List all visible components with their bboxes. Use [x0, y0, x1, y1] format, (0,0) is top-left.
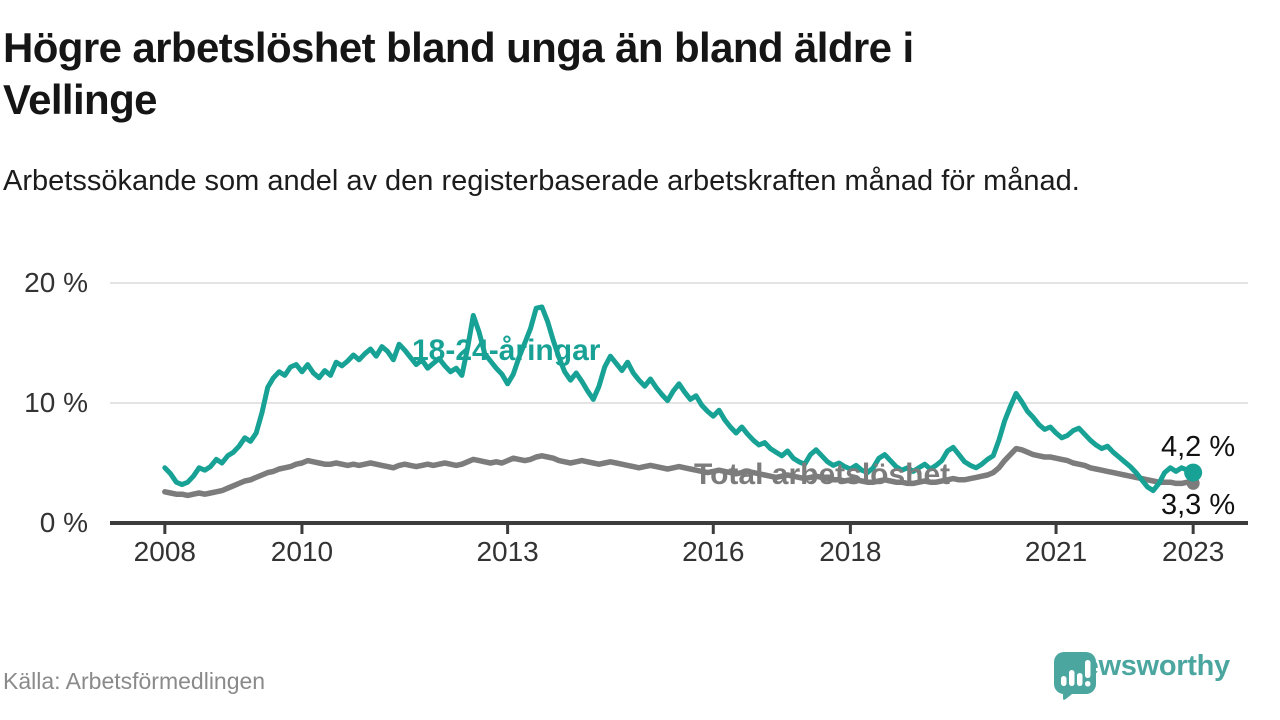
series-end-dot-total: [1186, 476, 1200, 490]
page-title: Högre arbetslöshet bland unga än bland ä…: [3, 22, 1183, 126]
end-value-label-total: 3,3 %: [1161, 489, 1236, 521]
series-end-dot-youth: [1184, 463, 1203, 482]
series-line-total: [162, 445, 1196, 499]
x-axis-tick-label: 2016: [682, 536, 745, 567]
x-axis-tick-label: 2023: [1162, 536, 1225, 567]
chart-subtitle: Arbetssökande som andel av den registerb…: [3, 165, 1080, 197]
y-axis-tick-label: 0 %: [39, 507, 88, 538]
newsworthy-logo: Newsworthy: [1052, 650, 1230, 700]
x-axis-tick-label: 2013: [476, 536, 539, 567]
x-axis-tick-label: 2008: [133, 536, 196, 567]
x-axis-tick-label: 2021: [1024, 536, 1088, 567]
x-axis-tick-label: 2010: [270, 536, 334, 567]
source-note: Källa: Arbetsförmedlingen: [3, 668, 266, 694]
y-axis-tick-label: 20 %: [24, 267, 88, 298]
end-value-label-youth: 4,2 %: [1161, 431, 1236, 463]
page-title-line-2: Vellinge: [3, 76, 158, 123]
series-label-total: Total arbetslöshet: [694, 458, 951, 491]
y-axis-tick-label: 10 %: [24, 387, 88, 418]
page-title-line-1: Högre arbetslöshet bland unga än bland ä…: [3, 24, 914, 71]
series-label-youth: 18-24-åringar: [412, 334, 601, 367]
newsworthy-wordmark: Newsworthy: [1062, 650, 1230, 682]
series-line-youth: [162, 304, 1196, 494]
x-axis-tick-label: 2018: [819, 536, 882, 567]
